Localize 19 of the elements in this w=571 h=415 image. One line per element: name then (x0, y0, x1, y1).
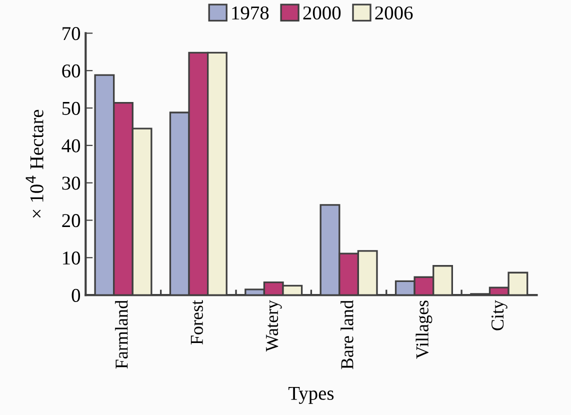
x-tick-label: City (491, 300, 508, 330)
y-tick-label: 10 (63, 251, 80, 265)
y-tick-label: 50 (62, 102, 80, 115)
y-tick-label: 40 (62, 139, 80, 152)
legend-label: 2000 (303, 6, 341, 20)
x-tick-label: Watery (266, 300, 282, 352)
x-tick-label: Forest (190, 300, 203, 345)
y-tick-label: 70 (62, 27, 80, 40)
x-tick-label: Villages (416, 300, 432, 359)
legend-label: 2006 (375, 6, 413, 20)
y-tick-label: 20 (62, 214, 80, 228)
x-axis-title: Types (288, 386, 334, 404)
y-axis-title: × 10$^{4}$ Hectare (26, 110, 44, 218)
y-tick-label: 0 (72, 288, 80, 302)
y-tick-label: 60 (62, 64, 80, 78)
x-tick-label: Farmland (115, 300, 128, 369)
x-tick-label: Bare land (340, 300, 354, 370)
y-tick-label: 30 (62, 176, 80, 190)
legend-label: 1978 (232, 6, 269, 20)
